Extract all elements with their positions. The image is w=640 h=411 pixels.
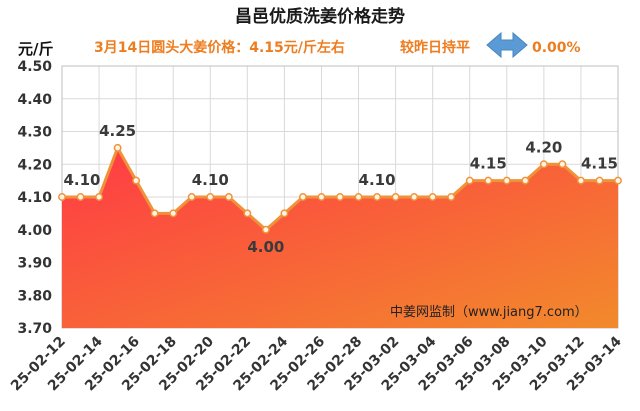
y-tick-label: 3.90 xyxy=(17,256,52,272)
price-area xyxy=(62,146,618,328)
data-point xyxy=(95,193,104,201)
data-point xyxy=(576,176,585,185)
data-point xyxy=(595,176,604,185)
data-label: 4.15 xyxy=(581,155,618,173)
y-tick-label: 4.10 xyxy=(17,190,52,206)
data-point xyxy=(243,209,252,218)
data-point xyxy=(132,176,141,185)
data-label: 4.25 xyxy=(99,122,136,140)
data-label: 4.10 xyxy=(359,171,396,189)
data-point xyxy=(391,193,400,201)
data-point xyxy=(187,193,196,201)
data-point xyxy=(298,193,307,201)
data-point xyxy=(428,193,437,201)
chart-subtitle: 3月14日圆头大姜价格：4.15元/斤左右 xyxy=(94,39,345,56)
chart-title: 昌邑优质洗姜价格走势 xyxy=(235,6,405,27)
data-point xyxy=(410,193,419,201)
comparison-text: 较昨日持平 xyxy=(400,39,470,56)
data-point xyxy=(76,193,85,201)
data-label: 4.10 xyxy=(192,171,229,189)
data-point xyxy=(261,225,270,234)
data-point xyxy=(58,193,66,201)
y-tick-label: 4.00 xyxy=(17,223,52,239)
data-point xyxy=(169,209,178,218)
data-point xyxy=(224,193,233,201)
data-point xyxy=(502,176,511,185)
data-point xyxy=(354,193,363,201)
data-point xyxy=(280,209,289,218)
data-point xyxy=(373,193,382,201)
left-right-arrow-icon xyxy=(486,31,528,59)
x-axis: 25-02-1225-02-1425-02-1625-02-1825-02-20… xyxy=(8,333,625,394)
price-points xyxy=(58,143,622,234)
y-axis: 4.50 4.40 4.30 4.20 4.10 4.00 3.90 3.80 3.70 xyxy=(17,59,52,337)
data-labels: 4.10 4.25 4.10 4.00 4.10 4.15 4.20 4.15 xyxy=(63,122,617,256)
data-point xyxy=(614,176,622,185)
y-tick-label: 4.40 xyxy=(17,92,52,108)
data-point xyxy=(447,193,456,201)
data-point xyxy=(113,143,122,152)
data-point xyxy=(484,176,493,185)
data-label: 4.20 xyxy=(525,138,562,156)
data-point xyxy=(206,193,215,201)
area-fill xyxy=(62,147,618,328)
data-point xyxy=(558,160,567,169)
watermark: 中姜网监制（www.jiang7.com） xyxy=(390,305,588,320)
change-percent: 0.00% xyxy=(532,40,581,56)
data-label: 4.10 xyxy=(63,171,100,189)
data-point xyxy=(539,160,548,169)
data-point xyxy=(317,193,326,201)
y-tick-label: 3.70 xyxy=(17,321,52,337)
data-point xyxy=(465,176,474,185)
y-tick-label: 3.80 xyxy=(17,288,52,304)
data-label: 4.00 xyxy=(247,238,284,256)
data-label: 4.15 xyxy=(470,155,507,173)
data-point xyxy=(336,193,344,201)
y-tick-label: 4.30 xyxy=(17,125,52,141)
y-axis-unit-label: 元/斤 xyxy=(18,40,53,58)
data-point xyxy=(521,176,530,185)
data-point xyxy=(150,209,159,218)
y-tick-label: 4.50 xyxy=(17,59,52,75)
y-tick-label: 4.20 xyxy=(17,157,52,173)
